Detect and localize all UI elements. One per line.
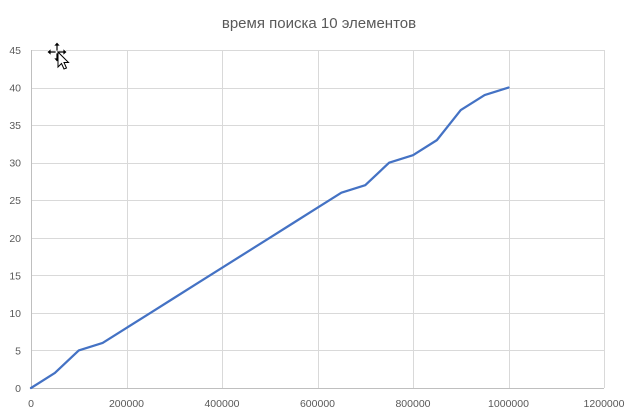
data-point [339, 191, 343, 195]
y-tick-label: 0 [15, 383, 21, 395]
chart-title: время поиска 10 элементов [222, 15, 416, 32]
data-point [292, 221, 296, 225]
data-point [101, 341, 105, 345]
data-point [77, 348, 81, 352]
data-point [435, 138, 439, 142]
data-point [148, 311, 152, 315]
data-point [244, 251, 248, 255]
y-tick-label: 20 [9, 233, 21, 245]
series-layer [29, 86, 511, 390]
y-tick-label: 15 [9, 270, 21, 282]
data-point [196, 281, 200, 285]
data-point [53, 371, 57, 375]
x-tick-label: 400000 [204, 398, 239, 410]
gridlines [31, 50, 605, 388]
data-point [29, 386, 33, 390]
y-tick-label: 45 [9, 45, 21, 57]
x-tick-label: 200000 [109, 398, 144, 410]
data-point [483, 93, 487, 97]
data-point [172, 296, 176, 300]
y-tick-label: 35 [9, 120, 21, 132]
data-point [316, 206, 320, 210]
x-tick-label: 800000 [395, 398, 430, 410]
data-point [411, 153, 415, 157]
data-point [125, 326, 129, 330]
data-point [507, 86, 511, 90]
x-tick-label: 0 [28, 398, 34, 410]
x-axis-tick-labels: 0 200000 400000 600000 800000 1000000 1200000 [28, 398, 625, 410]
y-tick-label: 10 [9, 308, 21, 320]
y-tick-label: 5 [15, 345, 21, 357]
move-cursor-icon [47, 42, 70, 70]
data-point [363, 183, 367, 187]
data-point [387, 161, 391, 165]
x-tick-label: 600000 [300, 398, 335, 410]
data-point [459, 108, 463, 112]
y-axis-tick-labels: 0 5 10 15 20 25 30 35 40 45 [9, 45, 21, 395]
y-tick-label: 30 [9, 158, 21, 170]
data-point [220, 266, 224, 270]
data-point [268, 236, 272, 240]
x-tick-label: 1000000 [488, 398, 529, 410]
series-line [29, 86, 510, 390]
axes [31, 50, 604, 389]
y-tick-label: 25 [9, 195, 21, 207]
y-tick-label: 40 [9, 83, 21, 95]
x-tick-label: 1200000 [584, 398, 625, 410]
